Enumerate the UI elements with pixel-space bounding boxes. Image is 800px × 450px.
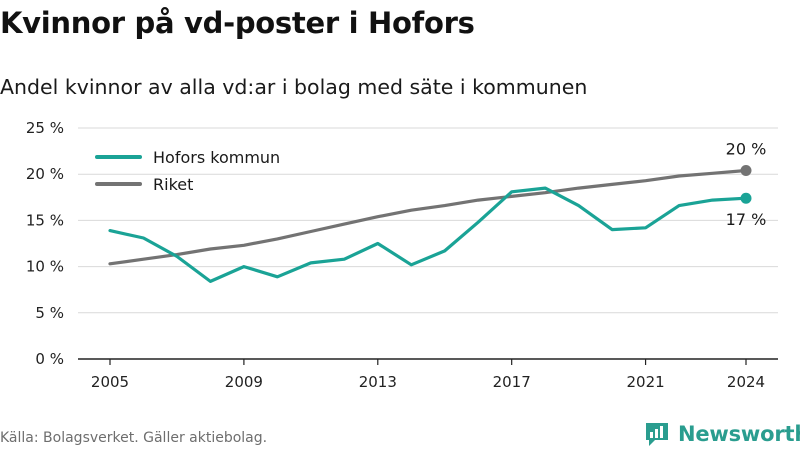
series-lines: 20 % 17 % (108, 140, 767, 283)
source-note: Källa: Bolagsverket. Gäller aktiebolag. (0, 430, 268, 446)
hofors-end-marker (740, 192, 752, 204)
x-tick-label: 2024 (727, 373, 765, 391)
brand-logo: Newsworthy (644, 420, 800, 448)
y-axis-ticks: 0 % 5 % 10 % 15 % 20 % 25 % (26, 119, 64, 368)
y-tick-label: 10 % (26, 258, 64, 276)
legend-label: Riket (153, 175, 193, 194)
legend: Hofors kommun Riket (95, 148, 280, 194)
hofors-series-line (108, 186, 748, 283)
y-tick-label: 20 % (26, 165, 64, 183)
riket-end-marker (740, 165, 752, 177)
y-tick-label: 5 % (35, 304, 64, 322)
riket-series-line (108, 168, 748, 266)
y-tick-label: 15 % (26, 211, 64, 229)
y-tick-label: 0 % (35, 350, 64, 368)
chart-subtitle: Andel kvinnor av alla vd:ar i bolag med … (0, 75, 588, 99)
y-tick-label: 25 % (26, 119, 64, 137)
x-tick-label: 2009 (225, 373, 263, 391)
hofors-end-label: 17 % (726, 210, 767, 229)
x-tick-label: 2021 (626, 373, 664, 391)
legend-label: Hofors kommun (153, 148, 280, 167)
newsworthy-logo-icon (646, 423, 668, 446)
x-tick-label: 2005 (91, 373, 129, 391)
x-axis-ticks: 2005 2009 2013 2017 2021 2024 (91, 359, 765, 391)
riket-end-label: 20 % (726, 140, 767, 159)
gridlines (78, 127, 778, 360)
chart-title: Kvinnor på vd-poster i Hofors (0, 6, 475, 40)
x-tick-label: 2017 (493, 373, 531, 391)
brand-name: Newsworthy (678, 422, 800, 446)
x-tick-label: 2013 (359, 373, 397, 391)
